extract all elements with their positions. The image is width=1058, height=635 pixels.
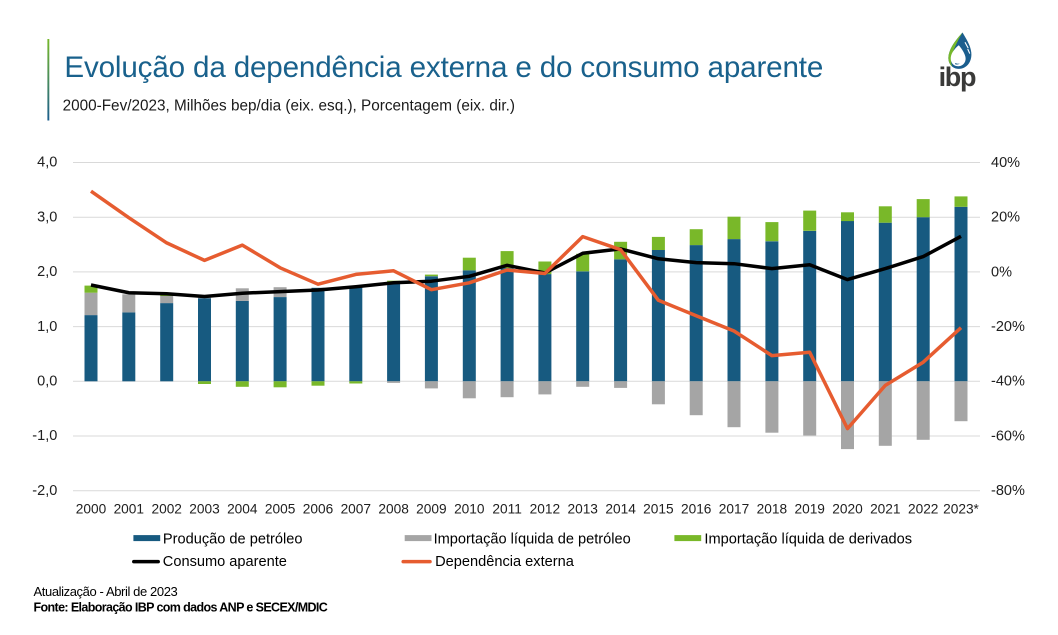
svg-text:Fonte: Elaboração IBP com dado: Fonte: Elaboração IBP com dados ANP e SE… [34,601,328,615]
svg-text:4,0: 4,0 [37,155,57,171]
svg-text:2000: 2000 [76,502,107,517]
svg-text:ibp: ibp [939,62,976,92]
svg-text:2012: 2012 [530,502,560,517]
svg-text:0,0: 0,0 [37,374,57,390]
svg-text:2011: 2011 [492,502,521,517]
svg-text:-40%: -40% [991,374,1025,390]
svg-text:2013: 2013 [567,502,598,517]
svg-text:2021: 2021 [870,502,900,517]
svg-text:2017: 2017 [719,502,749,517]
svg-text:-80%: -80% [991,483,1025,499]
svg-text:Atualização - Abril de 2023: Atualização - Abril de 2023 [34,584,178,599]
svg-text:2016: 2016 [681,502,712,517]
svg-text:2010: 2010 [454,502,485,517]
svg-text:2007: 2007 [341,502,371,517]
svg-text:2023*: 2023* [943,502,979,517]
svg-text:Evolução da dependência extern: Evolução da dependência externa e do con… [64,51,823,84]
svg-text:-2,0: -2,0 [32,483,57,499]
svg-text:Importação líquida de petróleo: Importação líquida de petróleo [434,532,631,548]
svg-text:2009: 2009 [416,502,446,517]
svg-text:Consumo aparente: Consumo aparente [163,554,287,570]
svg-text:2004: 2004 [227,502,258,517]
svg-text:40%: 40% [991,155,1020,171]
svg-text:2019: 2019 [794,502,824,517]
svg-text:2020: 2020 [832,502,863,517]
svg-text:-20%: -20% [991,319,1025,335]
svg-text:1,0: 1,0 [37,319,57,335]
svg-text:3,0: 3,0 [37,209,57,225]
svg-text:0%: 0% [991,264,1012,280]
svg-text:2006: 2006 [303,502,334,517]
svg-text:2,0: 2,0 [37,264,57,280]
svg-text:2005: 2005 [265,502,296,517]
svg-text:2002: 2002 [151,502,181,517]
svg-text:Importação líquida de derivado: Importação líquida de derivados [704,532,912,548]
svg-text:Dependência externa: Dependência externa [435,554,575,570]
svg-text:2000-Fev/2023, Milhões bep/dia: 2000-Fev/2023, Milhões bep/dia (eix. esq… [63,98,515,115]
svg-text:2014: 2014 [605,502,636,517]
svg-text:2018: 2018 [757,502,788,517]
svg-text:2003: 2003 [189,502,220,517]
svg-text:2022: 2022 [908,502,938,517]
svg-text:20%: 20% [991,210,1020,226]
svg-text:2001: 2001 [114,502,144,517]
svg-text:2015: 2015 [643,502,674,517]
svg-text:2008: 2008 [378,502,409,517]
svg-text:-60%: -60% [991,428,1025,444]
svg-text:Produção de petróleo: Produção de petróleo [163,532,303,548]
svg-text:-1,0: -1,0 [32,428,57,444]
